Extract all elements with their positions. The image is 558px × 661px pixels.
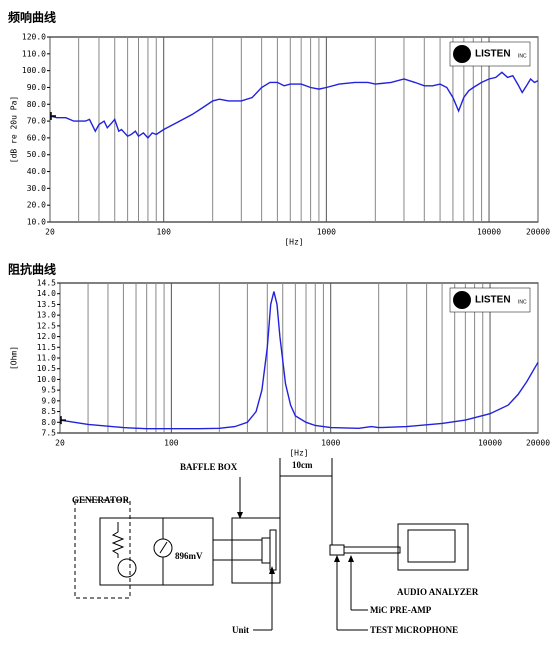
x-tick-label: 20000 xyxy=(526,439,550,448)
arrowhead xyxy=(269,566,275,574)
y-tick-label: 100.0 xyxy=(22,66,46,75)
x-axis-label: [Hz] xyxy=(289,449,308,458)
y-tick-label: 90.0 xyxy=(27,83,46,92)
start-marker xyxy=(60,416,66,425)
y-tick-label: 8.0 xyxy=(42,418,57,427)
y-tick-label: 110.0 xyxy=(22,49,46,58)
test-setup-diagram: GENERATOR 896mV BAFFLE BOX 10cm AUDIO AN… xyxy=(72,458,479,635)
y-tick-label: 30.0 xyxy=(27,184,46,193)
y-tick-label: 14.5 xyxy=(37,279,56,288)
logo-icon xyxy=(453,45,471,63)
y-tick-label: 80.0 xyxy=(27,100,46,109)
label: AUDIO ANALYZER xyxy=(397,587,479,597)
needle xyxy=(159,541,168,554)
unit xyxy=(261,537,271,564)
arrowhead xyxy=(237,512,243,519)
source xyxy=(117,558,137,578)
y-tick-label: 7.5 xyxy=(42,429,57,438)
label: 10cm xyxy=(292,460,313,470)
y-axis-label: [Ohm] xyxy=(10,346,19,370)
x-tick-label: 20 xyxy=(55,439,65,448)
y-tick-label: 13.5 xyxy=(37,300,56,309)
mic-cable xyxy=(343,546,401,554)
y-tick-label: 50.0 xyxy=(27,150,46,159)
y-tick-label: 11.0 xyxy=(37,354,56,363)
y-axis-label: [dB re 20u Pa] xyxy=(10,96,19,163)
logo-sub: INC xyxy=(518,299,527,305)
analyzer-screen xyxy=(407,529,456,563)
label: 896mV xyxy=(175,551,203,561)
label: TEST MiCROPHONE xyxy=(370,625,458,635)
chart-title: 阻抗曲线 xyxy=(8,262,56,277)
y-tick-label: 120.0 xyxy=(22,33,46,42)
y-tick-label: 12.5 xyxy=(37,321,56,330)
label: Unit xyxy=(232,625,249,635)
logo-icon xyxy=(453,291,471,309)
data-line xyxy=(59,291,539,430)
arrowhead xyxy=(334,555,340,562)
label: MiC PRE-AMP xyxy=(370,605,432,615)
y-tick-label: 9.5 xyxy=(42,386,57,395)
y-tick-label: 10.0 xyxy=(37,375,56,384)
microphone xyxy=(329,544,345,556)
x-tick-label: 1000 xyxy=(321,439,340,448)
chart-title: 频响曲线 xyxy=(8,10,56,25)
label: GENERATOR xyxy=(72,495,130,505)
data-line xyxy=(49,71,539,139)
unit-front xyxy=(269,529,277,571)
arrowhead xyxy=(348,555,354,562)
x-tick-label: 100 xyxy=(164,439,179,448)
baffle-box xyxy=(231,517,281,584)
y-tick-label: 8.5 xyxy=(42,407,57,416)
y-tick-label: 40.0 xyxy=(27,167,46,176)
x-axis-label: [Hz] xyxy=(284,238,303,247)
y-tick-label: 10.0 xyxy=(27,218,46,227)
y-tick-label: 11.5 xyxy=(37,343,56,352)
x-tick-label: 100 xyxy=(156,228,171,237)
y-tick-label: 14.0 xyxy=(37,289,56,298)
plot-area xyxy=(49,36,539,223)
y-tick-label: 10.5 xyxy=(37,364,56,373)
x-tick-label: 20 xyxy=(45,228,55,237)
x-tick-label: 1000 xyxy=(317,228,336,237)
y-tick-label: 13.0 xyxy=(37,311,56,320)
logo: LISTEN xyxy=(475,49,511,60)
x-tick-label: 10000 xyxy=(478,439,502,448)
generator-outline xyxy=(74,499,131,599)
y-tick-label: 20.0 xyxy=(27,201,46,210)
start-marker xyxy=(50,112,56,121)
y-tick-label: 12.0 xyxy=(37,332,56,341)
x-tick-label: 20000 xyxy=(526,228,550,237)
label: BAFFLE BOX xyxy=(180,462,238,472)
logo: LISTEN xyxy=(475,295,511,306)
y-tick-label: 9.0 xyxy=(42,396,57,405)
y-tick-label: 70.0 xyxy=(27,117,46,126)
analyzer xyxy=(397,523,469,571)
resistor xyxy=(111,522,125,558)
generator-box xyxy=(99,517,214,586)
x-tick-label: 10000 xyxy=(477,228,501,237)
y-tick-label: 60.0 xyxy=(27,133,46,142)
logo-sub: INC xyxy=(518,53,527,59)
